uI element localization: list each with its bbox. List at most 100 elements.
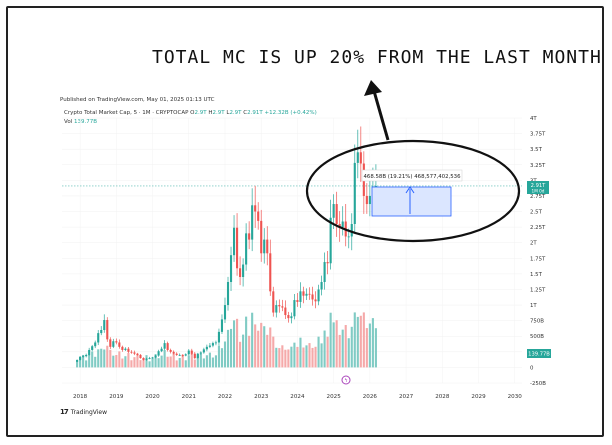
candle-body xyxy=(320,281,323,290)
candle-body xyxy=(260,220,263,254)
volume-bar xyxy=(178,358,181,368)
legend-low-label: L xyxy=(226,110,230,116)
candle-body xyxy=(242,264,245,277)
x-tick-label: 2023 xyxy=(254,394,269,400)
candle-body xyxy=(214,342,217,344)
pointer-arrow-head xyxy=(364,80,382,96)
candle-body xyxy=(118,342,121,347)
volume-bar xyxy=(269,327,272,368)
volume-bar xyxy=(211,357,214,368)
volume-bar xyxy=(97,349,100,368)
volume-bar xyxy=(311,347,314,368)
candle-body xyxy=(103,320,106,330)
candle-body xyxy=(239,268,242,277)
candle-body xyxy=(251,205,254,240)
candle-body xyxy=(341,221,344,228)
y-tick-label: 3.25T xyxy=(530,163,546,169)
tradingview-mark-icon: 17 xyxy=(60,408,69,416)
volume-bar xyxy=(308,343,311,368)
y-tick-label: 3.75T xyxy=(530,132,546,138)
volume-bar xyxy=(263,326,266,368)
volume-bar xyxy=(236,318,239,368)
x-tick-label: 2024 xyxy=(290,394,305,400)
legend-open: 2.9T xyxy=(194,110,207,116)
volume-bars xyxy=(76,312,377,368)
candle-body xyxy=(163,343,166,349)
candle-body xyxy=(356,152,359,163)
volume-bar xyxy=(332,322,335,368)
y-tick-label: 750B xyxy=(530,319,544,325)
candle-body xyxy=(236,227,239,269)
legend-close: 2.91T xyxy=(247,110,263,116)
volume-bar xyxy=(148,361,151,368)
candle-body xyxy=(208,345,211,347)
volume-bar xyxy=(272,336,275,368)
volume-bar xyxy=(350,326,353,368)
candle-body xyxy=(85,354,88,357)
candle-body xyxy=(190,350,193,354)
volume-bar xyxy=(359,315,362,368)
volume-bar xyxy=(181,354,184,368)
volume-bar xyxy=(368,323,371,368)
tradingview-logo[interactable]: 17 TradingView xyxy=(60,408,107,416)
x-tick-label: 2020 xyxy=(145,394,160,400)
volume-bar xyxy=(302,347,305,368)
volume-bar xyxy=(317,336,320,368)
published-note: Published on TradingView.com, May 01, 20… xyxy=(60,97,215,103)
volume-bar xyxy=(257,330,260,368)
volume-bar xyxy=(115,355,118,368)
x-tick-label: 2021 xyxy=(182,394,197,400)
grid-lines xyxy=(62,117,522,384)
candle-body xyxy=(145,358,148,360)
y-tick-label: 3.5T xyxy=(530,147,543,153)
candles xyxy=(76,126,377,363)
candle-body xyxy=(263,239,266,254)
candle-body xyxy=(79,356,82,360)
candle-body xyxy=(136,353,139,355)
candle-body xyxy=(157,351,160,356)
volume-bar xyxy=(299,337,302,368)
candle-body xyxy=(148,358,151,359)
candle-body xyxy=(293,300,296,317)
candle-body xyxy=(100,330,103,334)
volume-bar xyxy=(266,334,269,368)
volume-bar xyxy=(124,356,127,368)
candle-body xyxy=(211,343,214,346)
candle-body xyxy=(332,204,335,218)
volume-bar xyxy=(157,358,160,368)
candle-body xyxy=(281,306,284,308)
event-marker-glyph: ϟ xyxy=(344,378,347,384)
volume-bar xyxy=(371,318,374,368)
chart-legend: Crypto Total Market Cap, 5 · 1M · CRYPTO… xyxy=(64,110,317,116)
volume-bar xyxy=(205,355,208,368)
volume-bar xyxy=(127,352,130,368)
volume-badge xyxy=(527,349,551,358)
y-tick-label: 1.75T xyxy=(530,256,546,262)
volume-bar xyxy=(106,345,109,368)
candle-body xyxy=(287,315,290,319)
x-tick-label: 2027 xyxy=(399,394,414,400)
candle-body xyxy=(350,224,353,237)
volume-label: Vol xyxy=(64,119,73,125)
volume-bar xyxy=(103,349,106,368)
legend-close-label: C xyxy=(243,110,248,116)
candle-body xyxy=(347,236,350,238)
candle-body xyxy=(299,291,302,302)
volume-bar xyxy=(187,355,190,368)
volume-bar xyxy=(208,352,211,368)
x-tick-label: 2028 xyxy=(435,394,450,400)
measure-label-bg xyxy=(361,169,463,182)
x-tick-label: 2026 xyxy=(363,394,378,400)
candle-body xyxy=(154,355,157,358)
candle-body xyxy=(178,354,181,356)
candle-body xyxy=(172,351,175,354)
volume-bar xyxy=(91,351,94,368)
volume-bar xyxy=(94,356,97,368)
x-tick-label: 2030 xyxy=(508,394,523,400)
y-tick-label: 2T xyxy=(530,241,537,247)
volume-bar xyxy=(196,355,199,368)
volume-bar xyxy=(226,329,230,368)
candle-body xyxy=(220,319,224,332)
volume-bar xyxy=(278,348,281,368)
